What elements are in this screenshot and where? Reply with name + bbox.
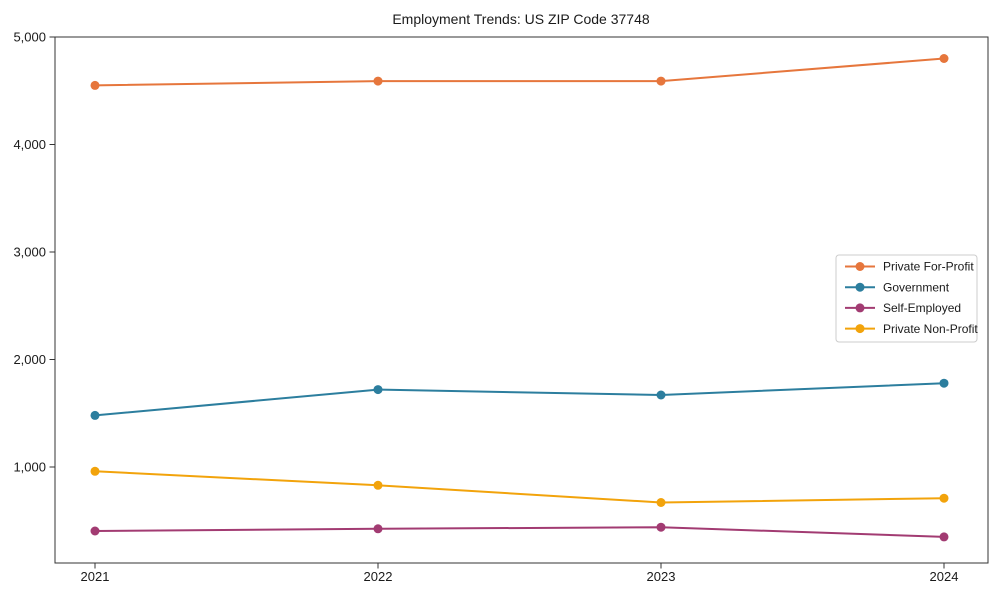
data-point (373, 524, 383, 534)
series-line-private-for-profit (94, 57, 945, 87)
series-line-government (94, 382, 945, 417)
legend-marker-dot (855, 303, 865, 313)
data-point (939, 378, 949, 388)
legend-marker-dot (855, 282, 865, 292)
x-tick-label: 2022 (364, 569, 393, 584)
data-point (656, 522, 666, 532)
y-tick-label: 2,000 (13, 352, 46, 367)
series-line-private-non-profit (94, 470, 945, 504)
data-point (90, 80, 100, 90)
data-point (939, 532, 949, 542)
y-tick-label: 4,000 (13, 137, 46, 152)
data-point (373, 385, 383, 395)
chart-title: Employment Trends: US ZIP Code 37748 (392, 11, 650, 27)
data-point (90, 410, 100, 420)
data-point (373, 76, 383, 86)
y-tick-label: 3,000 (13, 245, 46, 260)
series-line-self-employed (94, 526, 945, 538)
legend-marker-dot (855, 324, 865, 334)
legend-item-label: Government (883, 280, 950, 294)
legend-marker-dot (855, 262, 865, 271)
data-point (939, 493, 949, 503)
y-tick-label: 1,000 (13, 460, 46, 475)
y-tick-label: 5,000 (13, 30, 46, 45)
plot-frame (54, 36, 989, 564)
legend-box (835, 254, 978, 343)
data-point (90, 526, 100, 536)
legend-item-label: Private Non-Profit (883, 322, 978, 336)
data-point (656, 498, 666, 507)
data-point (656, 76, 666, 86)
data-point (656, 390, 666, 400)
x-tick-label: 2024 (930, 569, 959, 584)
x-tick-label: 2023 (647, 569, 676, 584)
legend-item-label: Self-Employed (883, 301, 961, 315)
data-point (939, 54, 949, 63)
data-point (373, 480, 383, 490)
data-point (90, 466, 100, 476)
x-tick-label: 2021 (81, 569, 110, 584)
legend-item-label: Private For-Profit (883, 260, 974, 274)
